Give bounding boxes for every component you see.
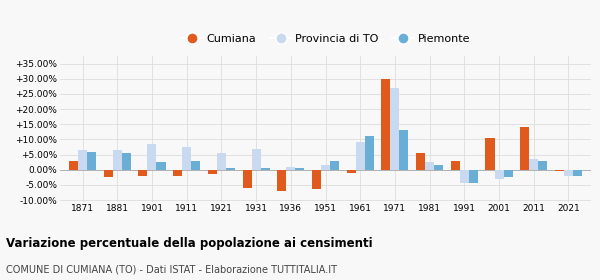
Bar xyxy=(113,150,122,170)
Text: COMUNE DI CUMIANA (TO) - Dati ISTAT - Elaborazione TUTTITALIA.IT: COMUNE DI CUMIANA (TO) - Dati ISTAT - El… xyxy=(6,265,337,275)
Bar xyxy=(494,170,503,179)
Bar xyxy=(139,170,148,176)
Bar xyxy=(242,170,251,188)
Bar xyxy=(347,170,356,173)
Bar xyxy=(277,170,286,191)
Bar xyxy=(182,147,191,170)
Bar xyxy=(451,161,460,170)
Text: Variazione percentuale della popolazione ai censimenti: Variazione percentuale della popolazione… xyxy=(6,237,373,249)
Bar xyxy=(208,170,217,174)
Bar xyxy=(87,151,96,170)
Bar xyxy=(434,165,443,170)
Bar xyxy=(416,153,425,170)
Bar xyxy=(286,167,295,170)
Bar xyxy=(295,168,304,170)
Bar xyxy=(157,162,166,170)
Bar xyxy=(425,162,434,170)
Bar xyxy=(391,88,400,170)
Bar xyxy=(365,136,374,170)
Bar xyxy=(356,143,365,170)
Bar xyxy=(330,161,339,170)
Bar xyxy=(226,168,235,170)
Bar xyxy=(460,170,469,183)
Bar xyxy=(173,170,182,176)
Bar xyxy=(69,161,78,170)
Bar xyxy=(312,170,321,190)
Bar xyxy=(251,148,260,170)
Bar xyxy=(321,165,330,170)
Bar xyxy=(485,138,494,170)
Bar xyxy=(122,153,131,170)
Bar xyxy=(78,150,87,170)
Bar xyxy=(104,170,113,177)
Bar xyxy=(573,170,582,176)
Bar xyxy=(400,130,409,170)
Bar xyxy=(564,170,573,176)
Legend: Cumiana, Provincia di TO, Piemonte: Cumiana, Provincia di TO, Piemonte xyxy=(176,29,475,48)
Bar xyxy=(503,170,512,177)
Bar xyxy=(529,159,538,170)
Bar xyxy=(260,168,269,170)
Bar xyxy=(520,127,529,170)
Bar xyxy=(191,161,200,170)
Bar xyxy=(538,161,547,170)
Bar xyxy=(469,170,478,183)
Bar xyxy=(148,144,157,170)
Bar xyxy=(382,79,391,170)
Bar xyxy=(555,170,564,171)
Bar xyxy=(217,153,226,170)
